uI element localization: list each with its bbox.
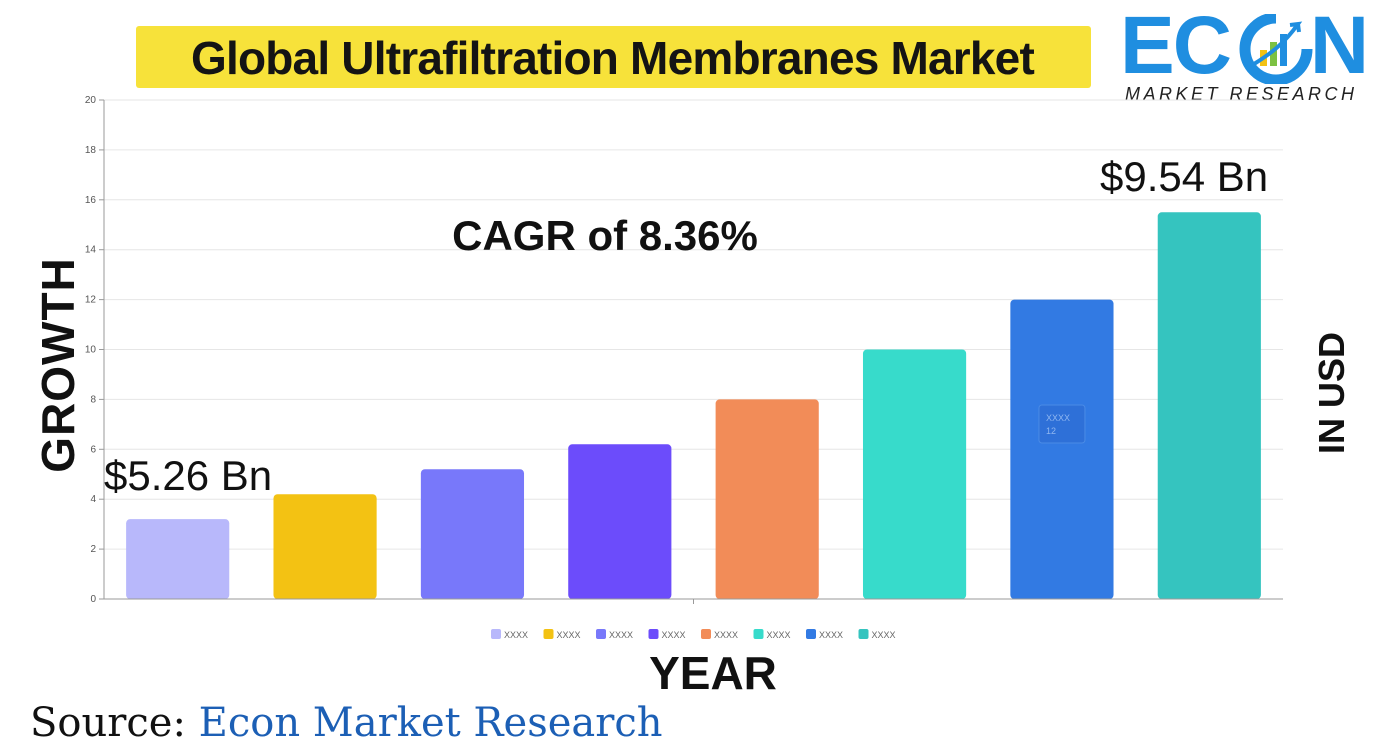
- tooltip-label: XXXX: [1046, 413, 1070, 423]
- y-tick-label: 18: [85, 145, 97, 156]
- bar: [1010, 299, 1114, 599]
- logo-subtitle: MARKET RESEARCH: [1125, 84, 1358, 104]
- legend-swatch: [701, 629, 711, 639]
- source-credit: Source: Econ Market Research: [30, 700, 663, 746]
- logo-word-right: N: [1309, 0, 1369, 91]
- y-tick-label: 2: [90, 544, 96, 555]
- source-prefix: Source:: [30, 700, 186, 746]
- y-tick-label: 16: [85, 195, 97, 206]
- title-highlight: [136, 26, 1091, 88]
- bar: [715, 399, 819, 599]
- bar: [126, 519, 230, 599]
- bar: [568, 444, 672, 599]
- source-name: Econ Market Research: [198, 700, 663, 746]
- legend-swatch: [491, 629, 501, 639]
- legend-swatch: [858, 629, 869, 639]
- y-tick-label: 14: [85, 245, 97, 256]
- legend-label: XXXX: [609, 630, 633, 640]
- y-tick-label: 12: [85, 295, 97, 306]
- legend-label: XXXX: [662, 630, 686, 640]
- legend-swatch: [753, 629, 764, 639]
- tooltip-box: [1038, 404, 1086, 444]
- legend-swatch: [596, 629, 606, 639]
- y-axis-label-right: IN USD: [1311, 331, 1352, 455]
- legend: XXXX XXXX XXXX XXXX XXXX XXXX XXXX XXXX: [491, 629, 896, 640]
- legend-swatch: [648, 629, 659, 639]
- logo-word-left: EC: [1120, 0, 1232, 91]
- tooltip: XXXX 12: [1038, 404, 1086, 444]
- legend-swatch: [543, 629, 554, 639]
- last-value-annotation: $9.54 Bn: [1100, 153, 1269, 200]
- first-value-annotation: $5.26 Bn: [104, 452, 273, 499]
- tooltip-value: 12: [1046, 426, 1056, 436]
- y-tick-label: 0: [90, 594, 96, 605]
- legend-swatch: [806, 629, 816, 639]
- legend-label: XXXX: [714, 630, 738, 640]
- legend-label: XXXX: [767, 630, 791, 640]
- logo-growth-icon: [1239, 14, 1313, 84]
- x-axis-label: YEAR: [649, 647, 777, 699]
- y-tick-label: 10: [85, 345, 97, 356]
- econ-logo: EC N MARKET RESEARCH: [1120, 4, 1380, 105]
- y-tick-label: 8: [90, 394, 96, 405]
- legend-label: XXXX: [819, 630, 843, 640]
- axes: [103, 100, 1283, 604]
- y-axis-ticks: 0 2 4 6 8 10 12 14 16 18 20: [85, 95, 104, 605]
- legend-label: XXXX: [872, 630, 896, 640]
- y-tick-label: 6: [90, 444, 96, 455]
- legend-label: XXXX: [557, 630, 581, 640]
- logo-wordmark: EC N: [1120, 4, 1369, 88]
- cagr-annotation: CAGR of 8.36%: [452, 212, 758, 259]
- chart-title: Global Ultrafiltration Membranes Market: [191, 32, 1035, 84]
- y-tick-label: 20: [85, 95, 97, 106]
- bar: [862, 349, 967, 599]
- bar: [1157, 212, 1261, 599]
- y-tick-label: 4: [90, 494, 96, 505]
- bars: [126, 212, 1261, 599]
- bar: [273, 494, 377, 599]
- legend-label: XXXX: [504, 630, 528, 640]
- bar: [420, 469, 525, 599]
- y-axis-label: GROWTH: [32, 257, 84, 473]
